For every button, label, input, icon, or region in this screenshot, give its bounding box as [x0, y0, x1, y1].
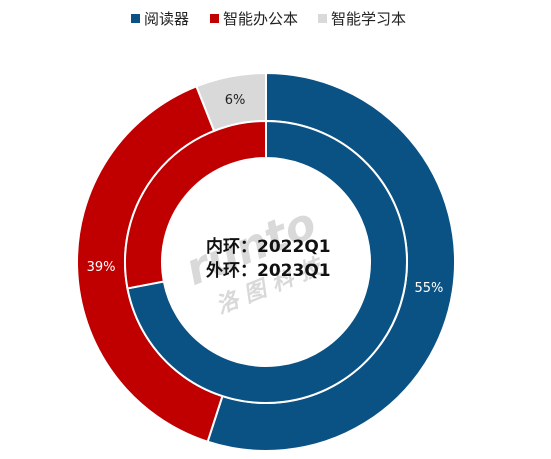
- outer-ring: [75, 71, 456, 452]
- outer-ring-label-learning-notebook: 6%: [225, 93, 246, 108]
- legend-item-learning-notebook[interactable]: 智能学习本: [318, 10, 406, 28]
- legend-swatch-office-notebook: [210, 14, 219, 23]
- legend-swatch-reader: [131, 14, 140, 23]
- outer-ring-label-office-notebook: 39%: [87, 260, 116, 275]
- inner-ring: [124, 119, 408, 404]
- legend-swatch-learning-notebook: [318, 14, 327, 23]
- data-labels: 55% 39% 6%: [87, 93, 444, 296]
- inner-ring-slice-reader[interactable]: [126, 119, 408, 404]
- center-label-outer-ring: 外环：2023Q1: [206, 260, 331, 281]
- legend-label-reader: 阅读器: [144, 10, 189, 28]
- legend-label-office-notebook: 智能办公本: [223, 10, 298, 28]
- center-label-inner-ring: 内环：2022Q1: [206, 236, 331, 257]
- legend-item-office-notebook[interactable]: 智能办公本: [210, 10, 298, 28]
- legend-item-reader[interactable]: 阅读器: [131, 10, 189, 28]
- inner-ring-slice-office-notebook[interactable]: [124, 119, 267, 290]
- legend: 阅读器 智能办公本 智能学习本: [131, 10, 406, 28]
- legend-label-learning-notebook: 智能学习本: [331, 10, 406, 28]
- outer-ring-label-reader: 55%: [415, 281, 444, 296]
